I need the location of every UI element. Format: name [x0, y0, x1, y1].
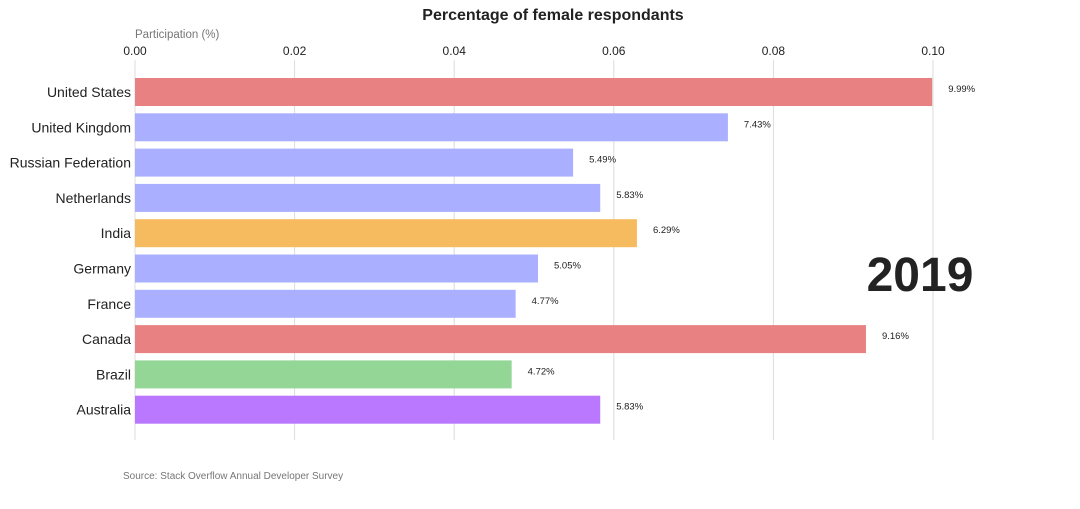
bars	[135, 78, 933, 424]
category-label: India	[101, 225, 132, 241]
category-label: Brazil	[96, 366, 131, 382]
bar	[135, 113, 728, 142]
category-label: United States	[47, 84, 131, 100]
value-label: 5.05%	[554, 261, 581, 272]
bar	[135, 395, 601, 424]
chart-title: Percentage of female respondants	[422, 7, 684, 24]
x-tick-label: 0.00	[123, 44, 147, 58]
x-tick-label: 0.02	[283, 44, 307, 58]
x-tick-labels: 0.00 0.02 0.04 0.06 0.08 0.10	[123, 44, 945, 58]
year-annotation: 2019	[867, 249, 974, 302]
category-label: Australia	[77, 402, 132, 418]
bar	[135, 325, 866, 354]
value-label: 7.43%	[744, 119, 771, 130]
category-labels: United States United Kingdom Russian Feder…	[10, 84, 132, 418]
value-label: 6.29%	[653, 225, 680, 236]
category-label: Russian Federation	[10, 155, 131, 171]
category-label: Netherlands	[56, 190, 132, 206]
x-axis-label: Participation (%)	[135, 29, 220, 41]
bar	[135, 360, 512, 389]
value-label: 9.99%	[948, 84, 975, 95]
source-note: Source: Stack Overflow Annual Developer …	[123, 471, 343, 482]
value-label: 5.49%	[589, 155, 616, 166]
value-label: 9.16%	[882, 331, 909, 342]
value-labels: 9.99% 7.43% 5.49% 5.83% 6.29% 5.05% 4.77% 9.16%…	[528, 84, 976, 413]
bar	[135, 219, 637, 248]
x-tick-label: 0.08	[762, 44, 786, 58]
value-label: 5.83%	[616, 402, 643, 413]
value-label: 4.77%	[532, 296, 559, 307]
value-label: 4.72%	[528, 366, 555, 377]
bar	[135, 289, 516, 318]
x-tick-label: 0.04	[443, 44, 467, 58]
bar	[135, 183, 601, 212]
bar	[135, 254, 538, 283]
bar	[135, 148, 574, 177]
category-label: France	[87, 296, 131, 312]
category-label: Germany	[73, 261, 131, 277]
category-label: United Kingdom	[31, 119, 131, 135]
bar	[135, 78, 933, 106]
x-tick-label: 0.06	[602, 44, 626, 58]
category-label: Canada	[82, 331, 131, 347]
x-tick-label: 0.10	[921, 44, 945, 58]
value-label: 5.83%	[616, 190, 643, 201]
